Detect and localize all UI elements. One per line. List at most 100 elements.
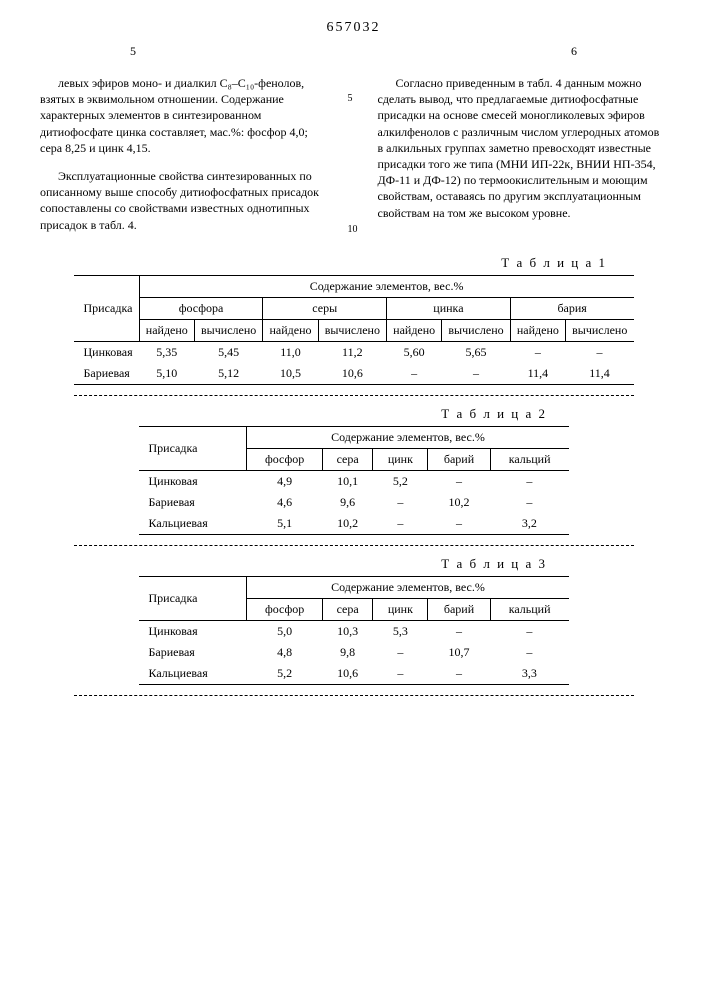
t1-r1-name: Бариевая xyxy=(74,363,140,385)
t2-main-header: Содержание элементов, вес.% xyxy=(247,426,569,448)
t3-r2-v1: 10,6 xyxy=(322,663,373,685)
t2-r2-name: Кальциевая xyxy=(139,513,247,535)
t2-c0: фосфор xyxy=(247,448,322,470)
t2-r2-v3: – xyxy=(428,513,490,535)
t2-r1-v1: 9,6 xyxy=(322,492,373,513)
left-p1: левых эфиров моно- и диалкил С₈–С₁₀-фено… xyxy=(40,75,330,156)
table2: Присадка Содержание элементов, вес.% фос… xyxy=(139,426,569,535)
t3-c3: барий xyxy=(428,598,490,620)
right-p1: Согласно приведенным в табл. 4 данным мо… xyxy=(378,75,668,221)
t1-g3: бария xyxy=(510,297,633,319)
t3-r1-v2: – xyxy=(373,642,428,663)
t2-r1-v3: 10,2 xyxy=(428,492,490,513)
t3-r2-v0: 5,2 xyxy=(247,663,322,685)
t1-g1: серы xyxy=(263,297,387,319)
col-num-right: 6 xyxy=(571,44,577,59)
t1-r0-v0: 5,35 xyxy=(139,341,194,363)
t2-additive-header: Присадка xyxy=(139,426,247,470)
t3-r2-v2: – xyxy=(373,663,428,685)
t1-s11: вычислено xyxy=(318,319,386,341)
t2-c2: цинк xyxy=(373,448,428,470)
t1-s21: вычислено xyxy=(442,319,510,341)
t3-additive-header: Присадка xyxy=(139,576,247,620)
t2-r0-v3: – xyxy=(428,470,490,492)
t2-r1-name: Бариевая xyxy=(139,492,247,513)
left-column: левых эфиров моно- и диалкил С₈–С₁₀-фено… xyxy=(40,63,330,245)
t1-r0-name: Цинковая xyxy=(74,341,140,363)
t1-r1-v2: 10,5 xyxy=(263,363,318,385)
table2-label: Т а б л и ц а 2 xyxy=(40,406,667,422)
t1-r1-v4: – xyxy=(387,363,442,385)
t2-c3: барий xyxy=(428,448,490,470)
table3: Присадка Содержание элементов, вес.% фос… xyxy=(139,576,569,685)
t3-c1: сера xyxy=(322,598,373,620)
t3-c0: фосфор xyxy=(247,598,322,620)
t1-r1-v5: – xyxy=(442,363,510,385)
t3-r1-v4: – xyxy=(490,642,568,663)
right-column: Согласно приведенным в табл. 4 данным мо… xyxy=(378,63,668,245)
t1-s00: найдено xyxy=(139,319,194,341)
t2-r2-v4: 3,2 xyxy=(490,513,568,535)
t1-s30: найдено xyxy=(510,319,565,341)
divider-2 xyxy=(74,545,634,546)
divider-1 xyxy=(74,395,634,396)
t2-r2-v1: 10,2 xyxy=(322,513,373,535)
t3-main-header: Содержание элементов, вес.% xyxy=(247,576,569,598)
t3-r2-name: Кальциевая xyxy=(139,663,247,685)
t1-r1-v3: 10,6 xyxy=(318,363,386,385)
t3-r1-v0: 4,8 xyxy=(247,642,322,663)
t1-r0-v6: – xyxy=(510,341,565,363)
table1: Присадка Содержание элементов, вес.% фос… xyxy=(74,275,634,385)
t1-g2: цинка xyxy=(387,297,511,319)
t3-r0-v4: – xyxy=(490,620,568,642)
t3-r0-v3: – xyxy=(428,620,490,642)
t1-r0-v1: 5,45 xyxy=(194,341,262,363)
t3-r1-name: Бариевая xyxy=(139,642,247,663)
t1-r0-v2: 11,0 xyxy=(263,341,318,363)
t2-r0-v0: 4,9 xyxy=(247,470,322,492)
t2-r1-v0: 4,6 xyxy=(247,492,322,513)
t2-r1-v4: – xyxy=(490,492,568,513)
t3-r0-v0: 5,0 xyxy=(247,620,322,642)
t1-r1-v6: 11,4 xyxy=(510,363,565,385)
t1-g0: фосфора xyxy=(139,297,263,319)
t2-r0-v1: 10,1 xyxy=(322,470,373,492)
text-columns: левых эфиров моно- и диалкил С₈–С₁₀-фено… xyxy=(40,63,667,245)
t1-r0-v4: 5,60 xyxy=(387,341,442,363)
t3-r1-v3: 10,7 xyxy=(428,642,490,663)
t1-s31: вычислено xyxy=(565,319,633,341)
table1-label: Т а б л и ц а 1 xyxy=(40,255,667,271)
t3-c4: кальций xyxy=(490,598,568,620)
t3-r0-v1: 10,3 xyxy=(322,620,373,642)
t1-r0-v7: – xyxy=(565,341,633,363)
doc-number: 657032 xyxy=(40,20,667,36)
t2-r0-v4: – xyxy=(490,470,568,492)
divider-3 xyxy=(74,695,634,696)
t1-s01: вычислено xyxy=(194,319,262,341)
t1-r1-v0: 5,10 xyxy=(139,363,194,385)
t1-s20: найдено xyxy=(387,319,442,341)
t3-r2-v3: – xyxy=(428,663,490,685)
t2-r0-v2: 5,2 xyxy=(373,470,428,492)
line-marker-10: 10 xyxy=(348,224,360,235)
table3-label: Т а б л и ц а 3 xyxy=(40,556,667,572)
col-num-left: 5 xyxy=(130,44,136,59)
t2-r2-v2: – xyxy=(373,513,428,535)
t2-r2-v0: 5,1 xyxy=(247,513,322,535)
t1-r1-v7: 11,4 xyxy=(565,363,633,385)
t3-r0-v2: 5,3 xyxy=(373,620,428,642)
t3-r2-v4: 3,3 xyxy=(490,663,568,685)
t2-c4: кальций xyxy=(490,448,568,470)
t3-r1-v1: 9,8 xyxy=(322,642,373,663)
t1-additive-header: Присадка xyxy=(74,275,140,341)
t1-r1-v1: 5,12 xyxy=(194,363,262,385)
t3-c2: цинк xyxy=(373,598,428,620)
t2-c1: сера xyxy=(322,448,373,470)
t2-r0-name: Цинковая xyxy=(139,470,247,492)
line-marker-5: 5 xyxy=(348,93,360,104)
t1-s10: найдено xyxy=(263,319,318,341)
t2-r1-v2: – xyxy=(373,492,428,513)
t1-r0-v3: 11,2 xyxy=(318,341,386,363)
t1-r0-v5: 5,65 xyxy=(442,341,510,363)
t1-main-header: Содержание элементов, вес.% xyxy=(139,275,633,297)
